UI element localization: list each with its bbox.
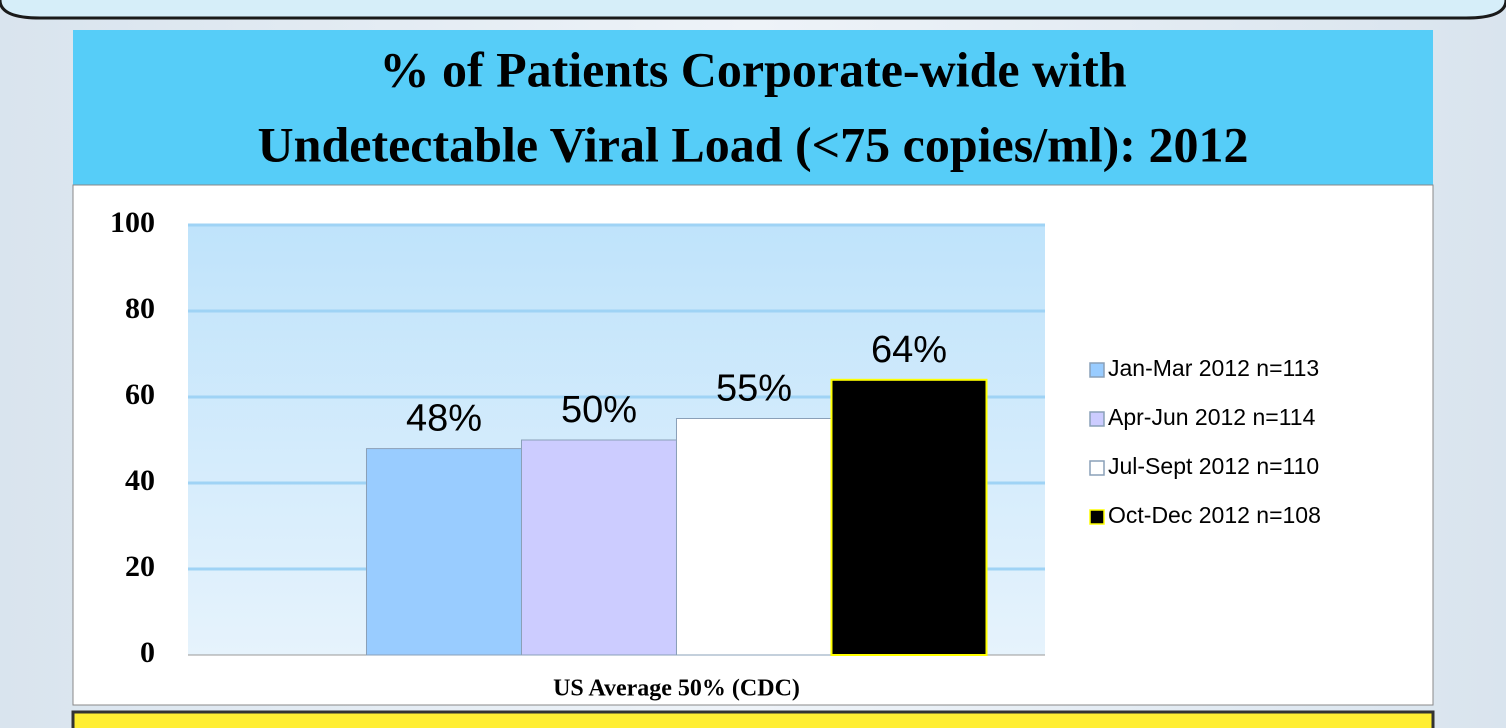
y-tick-label: 60 [125, 378, 155, 411]
bar [675, 418, 832, 656]
bar [520, 439, 677, 656]
legend-swatch [1089, 509, 1105, 525]
legend-swatch [1089, 411, 1105, 427]
title-banner [73, 30, 1433, 185]
legend-label: Apr-Jun 2012 n=114 [1108, 404, 1316, 430]
top-box [0, 0, 1506, 20]
legend-label: Jan-Mar 2012 n=113 [1108, 355, 1319, 381]
bar [365, 448, 522, 656]
y-tick-label: 20 [125, 550, 155, 583]
value-label: 48% [406, 398, 482, 440]
value-label: 55% [716, 368, 792, 410]
y-tick-label: 100 [110, 206, 155, 239]
bar [830, 378, 988, 656]
legend-swatch [1089, 460, 1105, 476]
value-label: 64% [871, 329, 947, 371]
y-tick-label: 40 [125, 464, 155, 497]
value-label: 50% [561, 389, 637, 431]
chart: 0 20 40 60 80 100 US Average 50% (CDC) 48% 50% 55… [110, 206, 1321, 702]
x-tick-label: US Average 50% (CDC) [553, 676, 800, 702]
legend-label: Oct-Dec 2012 n=108 [1108, 502, 1321, 528]
legend-label: Jul-Sept 2012 n=110 [1108, 453, 1319, 479]
chart-title: Undetectable Viral Load (<75 copies/ml):… [258, 116, 1249, 172]
y-tick-label: 0 [140, 636, 155, 669]
note-box [71, 710, 1435, 728]
chart-title: % of Patients Corporate-wide with [379, 41, 1126, 97]
y-tick-label: 80 [125, 292, 155, 325]
legend-swatch [1089, 362, 1105, 378]
